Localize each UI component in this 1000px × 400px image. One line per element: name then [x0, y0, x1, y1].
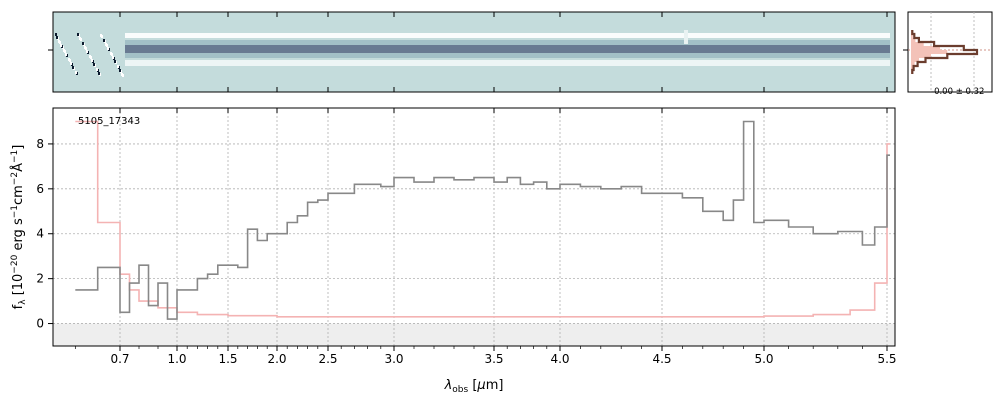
profile-frame — [907, 11, 993, 93]
noise-pixel — [58, 40, 60, 43]
trace-row — [125, 60, 890, 66]
noise-pixel — [114, 60, 116, 63]
plot-area — [53, 108, 895, 346]
noise-pixel — [119, 69, 121, 72]
y-tick-label: 0 — [36, 317, 44, 331]
y-axis-label: fλ [10−20 erg s−1cm−2Å−1] — [10, 145, 28, 310]
trace-row — [125, 33, 890, 38]
spectrum-2d-frame — [52, 11, 896, 93]
noise-pixel — [121, 73, 123, 76]
noise-pixel — [93, 63, 95, 66]
noise-pixel — [82, 42, 84, 45]
noise-pixel — [89, 55, 91, 58]
noise-pixel — [72, 66, 74, 69]
artifact-column — [684, 30, 688, 44]
noise-pixel — [100, 34, 102, 37]
x-tick-label: 5.0 — [754, 352, 773, 366]
y-axis-ticks: 0 2 4 6 8 — [36, 137, 53, 331]
y-tick-label: 4 — [36, 227, 44, 241]
noise-pixel — [98, 72, 100, 75]
noise-pixel — [84, 46, 86, 49]
noise-pixel — [79, 37, 81, 40]
trace-row — [125, 40, 890, 45]
trace-row — [125, 53, 890, 58]
noise-pixel — [63, 49, 65, 52]
y-tick-label: 8 — [36, 137, 44, 151]
x-tick-label: 1.0 — [167, 352, 186, 366]
noise-pixel — [110, 52, 112, 55]
noise-pixel — [60, 44, 62, 47]
profile-annotation: -0.00 ± 0.32 — [931, 87, 984, 97]
x-tick-label: 2.0 — [267, 352, 286, 366]
noise-pixel — [70, 62, 72, 65]
x-tick-label: 4.0 — [550, 352, 569, 366]
x-tick-label: 4.5 — [652, 352, 671, 366]
x-axis-ticks: 0.7 1.0 1.5 2.0 2.5 3.0 3.5 4.0 4.5 5.0 5.5 — [74, 108, 897, 366]
noise-pixel — [68, 58, 70, 61]
y-tick-label: 2 — [36, 272, 44, 286]
x-tick-label: 1.5 — [218, 352, 237, 366]
spectrum-2d-panel — [48, 11, 896, 93]
grid-lines — [53, 108, 895, 346]
x-tick-label: 5.5 — [877, 352, 896, 366]
spectrum-2d-ticks — [48, 12, 888, 92]
noise-pixel — [112, 56, 114, 59]
noise-pixel — [91, 59, 93, 62]
flux-spectrum-line — [75, 120, 890, 320]
spectrum-2d-trace — [55, 30, 890, 77]
profile-line — [911, 30, 979, 74]
noise-pixel — [77, 33, 79, 36]
noise-pixel — [75, 71, 77, 74]
noise-pixel — [86, 50, 88, 53]
noise-pixel — [55, 33, 57, 36]
noise-pixel — [96, 68, 98, 71]
profile-band — [911, 30, 948, 74]
object-label: 5105_17343 — [78, 116, 140, 127]
noise-pixel — [103, 39, 105, 42]
noise-pixel — [107, 47, 109, 50]
x-tick-label: 0.7 — [110, 352, 129, 366]
y-tick-label: 6 — [36, 182, 44, 196]
noise-pixel — [105, 43, 107, 46]
x-tick-label: 2.5 — [318, 352, 337, 366]
x-tick-label: 3.5 — [484, 352, 503, 366]
x-axis-label: λobs [μm] — [444, 378, 504, 395]
zero-band — [53, 323, 895, 346]
x-tick-label: 3.0 — [384, 352, 403, 366]
noise-pixel — [65, 53, 67, 56]
noise-pixel — [56, 36, 58, 39]
spectrum-1d-panel: 0.7 1.0 1.5 2.0 2.5 3.0 3.5 4.0 4.5 5.0 5.5 02468 … — [10, 107, 897, 395]
noise-pixel — [117, 65, 119, 68]
spatial-profile-panel: -0.00 ± 0.32 — [903, 11, 993, 97]
trace-row — [125, 45, 890, 53]
